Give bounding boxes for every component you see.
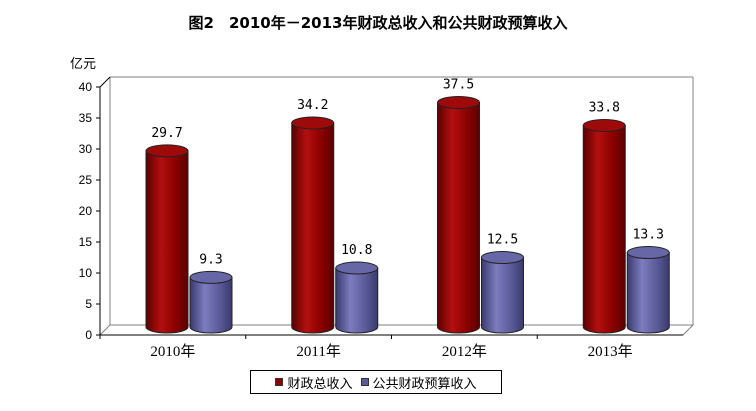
legend-item-series-1: 财政总收入 — [275, 373, 353, 392]
legend-item-series-2: 公共财政预算收入 — [360, 373, 477, 392]
data-label: 12.5 — [487, 233, 518, 248]
bar-top — [626, 246, 670, 260]
y-tick-label: 0 — [85, 328, 92, 342]
bar-total-revenue — [291, 122, 335, 334]
x-tick-label: 2013年 — [588, 343, 633, 360]
bar-top — [189, 270, 233, 284]
data-label: 10.8 — [341, 243, 372, 258]
data-label: 34.2 — [297, 98, 328, 113]
legend-swatch-series-2 — [360, 378, 369, 386]
bar-top — [437, 96, 480, 109]
data-label: 29.7 — [151, 126, 182, 141]
chart-title: 图2 2010年－2013年财政总收入和公共财政预算收入 — [188, 14, 568, 32]
data-label: 33.8 — [589, 100, 620, 115]
x-tick-label: 2011年 — [296, 343, 340, 360]
y-axis-unit: 亿元 — [70, 57, 96, 72]
x-tick-label: 2010年 — [150, 343, 195, 360]
y-tick-label: 30 — [79, 142, 93, 156]
bar-total-revenue — [145, 150, 189, 334]
bar-top — [145, 144, 189, 158]
y-tick-label: 10 — [79, 266, 93, 280]
bar-total-revenue — [437, 102, 480, 334]
y-tick-label: 20 — [79, 204, 93, 218]
y-tick-label: 35 — [79, 111, 93, 125]
bar-total-revenue — [582, 124, 626, 334]
y-tick-label: 5 — [85, 297, 92, 311]
bar-budget-revenue — [481, 257, 524, 334]
y-tick-label: 40 — [79, 80, 93, 94]
bar-top — [291, 116, 335, 130]
data-label: 9.3 — [199, 252, 222, 267]
y-tick-label: 15 — [79, 235, 93, 249]
y-axis-depth — [99, 76, 111, 88]
legend: 财政总收入 公共财政预算收入 — [250, 370, 502, 394]
x-tick-label: 2012年 — [442, 343, 487, 360]
bar-top — [582, 118, 626, 132]
bar-budget-revenue — [189, 276, 233, 334]
bar-top — [335, 261, 379, 275]
data-label: 13.3 — [633, 228, 664, 243]
bar-budget-revenue — [335, 267, 379, 334]
legend-label-series-2: 公共财政预算收入 — [372, 376, 477, 392]
bar-budget-revenue — [626, 252, 670, 334]
y-tick-label: 25 — [79, 173, 93, 187]
data-label: 37.5 — [443, 78, 474, 93]
bar-top — [481, 251, 524, 264]
legend-label-series-1: 财政总收入 — [287, 376, 353, 392]
legend-swatch-series-1 — [275, 378, 284, 386]
